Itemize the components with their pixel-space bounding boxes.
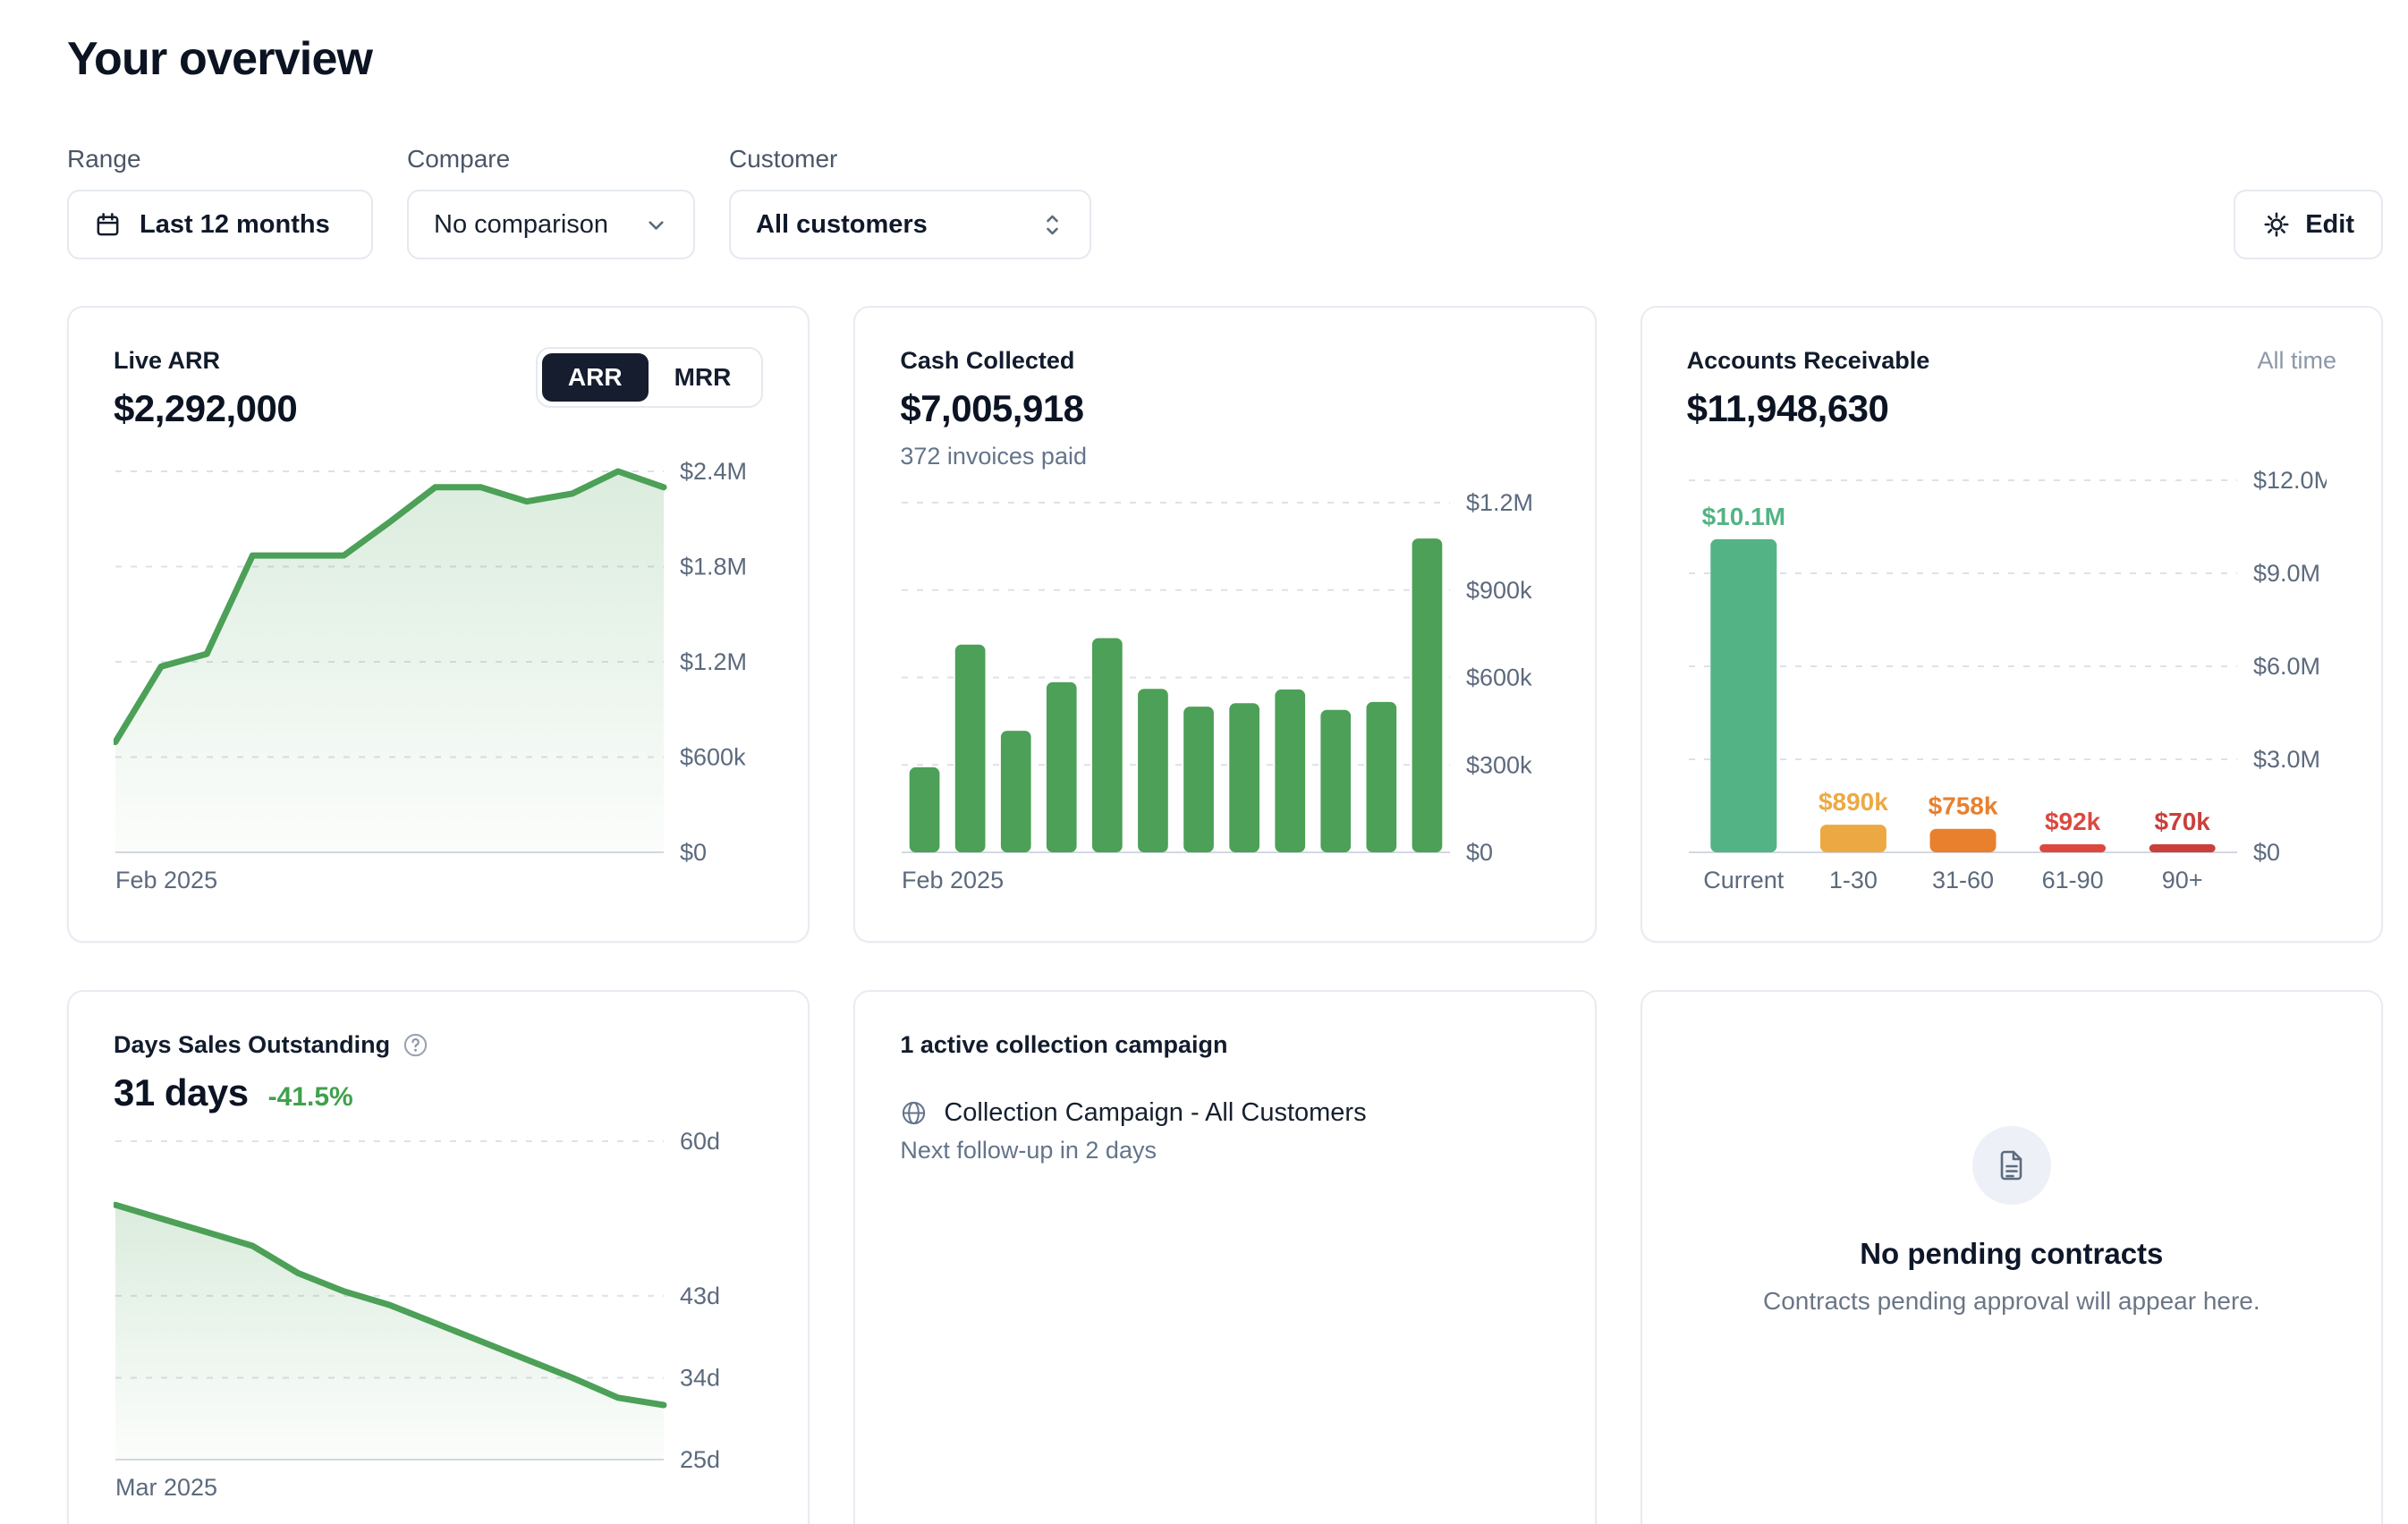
svg-text:25d: 25d: [680, 1446, 720, 1473]
contracts-empty-card: No pending contracts Contracts pending a…: [1640, 990, 2383, 1524]
contracts-empty-title: No pending contracts: [1860, 1237, 2164, 1270]
toggle-mrr-button[interactable]: MRR: [649, 353, 758, 402]
svg-text:43d: 43d: [680, 1283, 720, 1309]
range-value: Last 12 months: [140, 209, 330, 239]
svg-text:$2.4M: $2.4M: [680, 459, 747, 485]
compare-select[interactable]: No comparison: [407, 190, 695, 259]
dso-card: Days Sales Outstanding 31 days -41.5% 25…: [67, 990, 810, 1524]
svg-text:$3.0M: $3.0M: [2253, 746, 2320, 773]
dso-value: 31 days: [114, 1071, 249, 1113]
accounts-receivable-header: Accounts Receivable All time: [1687, 347, 2336, 375]
svg-text:$758k: $758k: [1928, 792, 1997, 820]
live-arr-chart: $0 $600k $1.2M $1.8M $2.4M Feb 2025: [112, 458, 763, 902]
svg-text:$70k: $70k: [2154, 808, 2210, 835]
svg-text:34d: 34d: [680, 1364, 720, 1391]
svg-text:$900k: $900k: [1466, 577, 1532, 604]
accounts-receivable-period: All time: [2257, 347, 2336, 374]
chevron-down-icon: [644, 213, 668, 237]
accounts-receivable-value: $11,948,630: [1686, 387, 1889, 429]
svg-text:$1.2M: $1.2M: [680, 648, 747, 675]
svg-text:$0: $0: [680, 839, 707, 866]
campaign-next-followup: Next follow-up in 2 days: [900, 1137, 1157, 1164]
chevrons-up-down-icon: [1040, 212, 1064, 238]
filters-bar: Range Last 12 months Compare No comparis…: [67, 145, 2383, 259]
customer-filter-group: Customer All customers: [729, 145, 1091, 259]
compare-filter-group: Compare No comparison: [407, 145, 695, 259]
svg-text:Feb 2025: Feb 2025: [115, 867, 217, 893]
svg-text:$0: $0: [1466, 839, 1493, 866]
svg-text:90+: 90+: [2161, 867, 2202, 893]
live-arr-card: Live ARR $2,292,000 ARR MRR $0 $600k $1.2M…: [67, 306, 810, 943]
help-circle-icon[interactable]: [403, 1032, 428, 1058]
cash-collected-card: Cash Collected $7,005,918 372 invoices p…: [853, 306, 1597, 943]
collections-footer: View all: [900, 1522, 1549, 1524]
campaign-name: Collection Campaign - All Customers: [944, 1098, 1367, 1127]
svg-text:$890k: $890k: [1819, 788, 1888, 816]
svg-text:$600k: $600k: [680, 744, 746, 771]
dso-chart: 25d 34d 43d 60d Mar 2025: [112, 1128, 763, 1509]
toggle-arr-button[interactable]: ARR: [541, 353, 649, 402]
svg-text:31-60: 31-60: [1932, 867, 1994, 893]
cash-collected-chart: $0 $300k $600k $900k $1.2M Feb 2025: [900, 489, 1549, 902]
view-all-link[interactable]: View all: [1432, 1522, 1527, 1524]
page-title: Your overview: [67, 33, 373, 85]
file-text-icon: [1994, 1147, 2030, 1183]
customer-value: All customers: [756, 209, 928, 239]
empty-state-icon-circle: [1971, 1126, 2051, 1205]
accounts-receivable-title: Accounts Receivable: [1686, 347, 1930, 374]
range-label: Range: [67, 145, 141, 173]
campaign-list-item[interactable]: Collection Campaign - All Customers: [900, 1098, 1549, 1128]
dso-value-row: 31 days -41.5%: [114, 1059, 763, 1114]
ar-aging-chart: $0 $3.0M $6.0M $9.0M $12.0M $10.1M Current $890…: [1687, 467, 2336, 902]
svg-text:61-90: 61-90: [2041, 867, 2103, 893]
calendar-icon: [94, 211, 122, 239]
customer-label: Customer: [729, 145, 838, 173]
svg-text:Mar 2025: Mar 2025: [115, 1474, 217, 1501]
edit-button[interactable]: Edit: [2234, 190, 2383, 259]
dso-title: Days Sales Outstanding: [114, 1031, 391, 1058]
edit-button-label: Edit: [2305, 209, 2354, 239]
svg-text:$9.0M: $9.0M: [2253, 560, 2320, 587]
svg-text:$1.2M: $1.2M: [1466, 490, 1533, 516]
svg-text:$0: $0: [2253, 839, 2280, 866]
range-filter-group: Range Last 12 months: [67, 145, 373, 259]
live-arr-title: Live ARR: [114, 347, 221, 374]
compare-label: Compare: [407, 145, 511, 173]
range-select[interactable]: Last 12 months: [67, 190, 373, 259]
cash-collected-title: Cash Collected: [900, 347, 1075, 374]
customer-select[interactable]: All customers: [729, 190, 1091, 259]
svg-text:$92k: $92k: [2045, 808, 2101, 835]
collections-title: 1 active collection campaign: [900, 1031, 1228, 1058]
svg-text:$6.0M: $6.0M: [2253, 653, 2320, 680]
arr-mrr-toggle: ARR MRR: [535, 347, 764, 408]
dso-delta: -41.5%: [267, 1082, 353, 1112]
svg-text:$10.1M: $10.1M: [1701, 503, 1785, 530]
svg-text:$600k: $600k: [1466, 665, 1532, 691]
svg-text:60d: 60d: [680, 1129, 720, 1155]
compare-value: No comparison: [434, 209, 609, 239]
svg-text:1-30: 1-30: [1829, 867, 1878, 893]
globe-icon: [900, 1099, 928, 1127]
cash-collected-value: $7,005,918: [900, 387, 1084, 429]
svg-text:$1.8M: $1.8M: [680, 554, 747, 580]
svg-text:Current: Current: [1703, 867, 1785, 893]
gear-icon: [2262, 210, 2291, 239]
live-arr-header: Live ARR $2,292,000 ARR MRR: [114, 347, 764, 430]
contracts-empty-subtitle: Contracts pending approval will appear h…: [1762, 1287, 2260, 1315]
accounts-receivable-card: Accounts Receivable All time $11,948,630…: [1640, 306, 2383, 943]
live-arr-value: $2,292,000: [114, 387, 298, 429]
cash-collected-subtitle: 372 invoices paid: [900, 443, 1087, 470]
svg-text:Feb 2025: Feb 2025: [902, 867, 1004, 893]
cards-grid: Live ARR $2,292,000 ARR MRR $0 $600k $1.2M…: [67, 306, 2383, 1524]
collections-card: 1 active collection campaign Collection …: [853, 990, 1597, 1524]
svg-text:$300k: $300k: [1466, 751, 1532, 778]
dso-title-row: Days Sales Outstanding: [114, 1031, 763, 1059]
svg-text:$12.0M: $12.0M: [2253, 468, 2327, 494]
